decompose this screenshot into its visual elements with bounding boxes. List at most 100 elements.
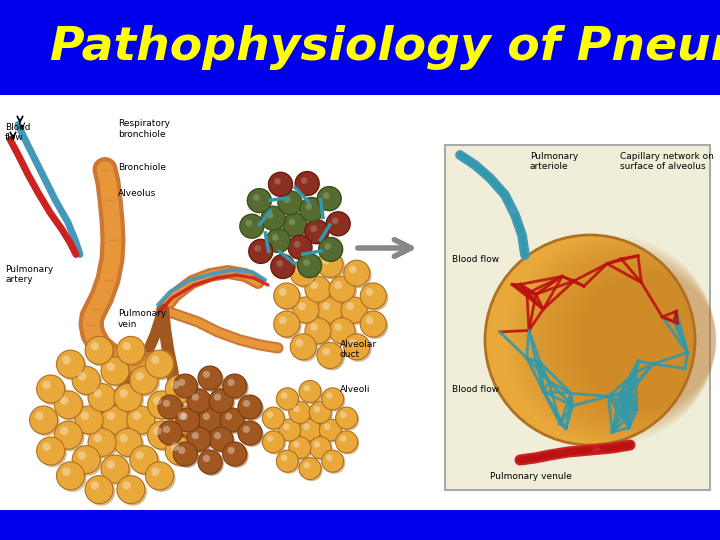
Circle shape: [254, 245, 261, 252]
Circle shape: [85, 336, 113, 365]
Circle shape: [276, 260, 283, 267]
Circle shape: [329, 276, 355, 302]
Circle shape: [168, 377, 195, 405]
Circle shape: [305, 203, 312, 210]
Circle shape: [117, 476, 145, 504]
Circle shape: [340, 411, 346, 418]
Text: Pulmonary
arteriole: Pulmonary arteriole: [530, 152, 578, 171]
Circle shape: [322, 450, 343, 472]
Circle shape: [200, 410, 224, 434]
Circle shape: [267, 411, 274, 418]
Circle shape: [198, 408, 222, 432]
Circle shape: [122, 481, 131, 490]
Circle shape: [148, 464, 176, 492]
Circle shape: [90, 386, 118, 414]
Circle shape: [81, 411, 89, 420]
Circle shape: [117, 336, 145, 365]
Circle shape: [299, 457, 321, 480]
Circle shape: [243, 400, 250, 407]
Circle shape: [362, 285, 388, 311]
Circle shape: [280, 421, 302, 443]
Circle shape: [56, 462, 84, 490]
Circle shape: [341, 297, 367, 323]
Circle shape: [271, 254, 294, 279]
Circle shape: [130, 446, 158, 474]
Text: Pathophysiology of Pneumonia: Pathophysiology of Pneumonia: [50, 25, 720, 70]
Circle shape: [37, 375, 65, 403]
Circle shape: [175, 376, 199, 400]
Circle shape: [166, 375, 194, 403]
Circle shape: [366, 316, 373, 324]
Circle shape: [362, 313, 388, 339]
Circle shape: [262, 431, 284, 453]
Circle shape: [346, 336, 372, 362]
Circle shape: [103, 359, 131, 387]
Circle shape: [240, 397, 264, 421]
Circle shape: [90, 430, 118, 458]
Circle shape: [294, 241, 300, 248]
Circle shape: [192, 432, 199, 439]
Circle shape: [337, 409, 359, 431]
Circle shape: [293, 441, 300, 448]
Circle shape: [295, 172, 319, 195]
Circle shape: [346, 302, 354, 310]
Circle shape: [37, 437, 65, 465]
Text: Pulmonary
vein: Pulmonary vein: [118, 309, 166, 329]
Circle shape: [276, 285, 302, 311]
Circle shape: [318, 187, 341, 211]
Circle shape: [269, 172, 292, 197]
Circle shape: [150, 393, 178, 421]
Circle shape: [198, 366, 222, 390]
Circle shape: [311, 403, 333, 425]
Circle shape: [264, 409, 286, 431]
Circle shape: [171, 381, 179, 389]
Circle shape: [246, 220, 252, 227]
Circle shape: [349, 339, 356, 347]
Text: Bronchiole: Bronchiole: [118, 163, 166, 172]
Circle shape: [120, 434, 128, 442]
Circle shape: [153, 427, 161, 435]
Circle shape: [276, 388, 298, 410]
Circle shape: [151, 468, 160, 476]
Circle shape: [91, 342, 99, 350]
Circle shape: [87, 339, 115, 367]
Circle shape: [329, 318, 355, 344]
Circle shape: [58, 464, 86, 492]
Circle shape: [30, 406, 58, 434]
Circle shape: [326, 392, 333, 399]
Circle shape: [334, 281, 342, 289]
Circle shape: [62, 468, 71, 476]
Circle shape: [324, 423, 330, 430]
Circle shape: [160, 397, 184, 421]
Circle shape: [160, 423, 184, 447]
Circle shape: [238, 395, 262, 419]
Circle shape: [42, 381, 50, 389]
Circle shape: [290, 260, 316, 286]
Circle shape: [122, 342, 131, 350]
Circle shape: [337, 433, 359, 455]
Circle shape: [174, 374, 197, 398]
Circle shape: [319, 253, 345, 280]
Circle shape: [132, 411, 141, 420]
Circle shape: [343, 260, 370, 286]
Circle shape: [225, 444, 248, 468]
Circle shape: [303, 423, 310, 430]
Circle shape: [289, 437, 311, 458]
Circle shape: [148, 352, 176, 380]
Circle shape: [35, 411, 44, 420]
Text: Alveolus: Alveolus: [118, 190, 156, 199]
Circle shape: [240, 214, 264, 238]
Circle shape: [300, 198, 324, 221]
Circle shape: [322, 388, 343, 410]
Circle shape: [56, 393, 84, 421]
Circle shape: [88, 383, 116, 411]
Circle shape: [107, 461, 115, 469]
Text: Pulmonary venule: Pulmonary venule: [490, 472, 572, 481]
Circle shape: [274, 178, 281, 185]
Circle shape: [222, 374, 247, 398]
Circle shape: [331, 278, 357, 304]
Circle shape: [163, 400, 170, 407]
Circle shape: [297, 254, 322, 278]
Circle shape: [145, 462, 174, 490]
Circle shape: [276, 450, 298, 472]
